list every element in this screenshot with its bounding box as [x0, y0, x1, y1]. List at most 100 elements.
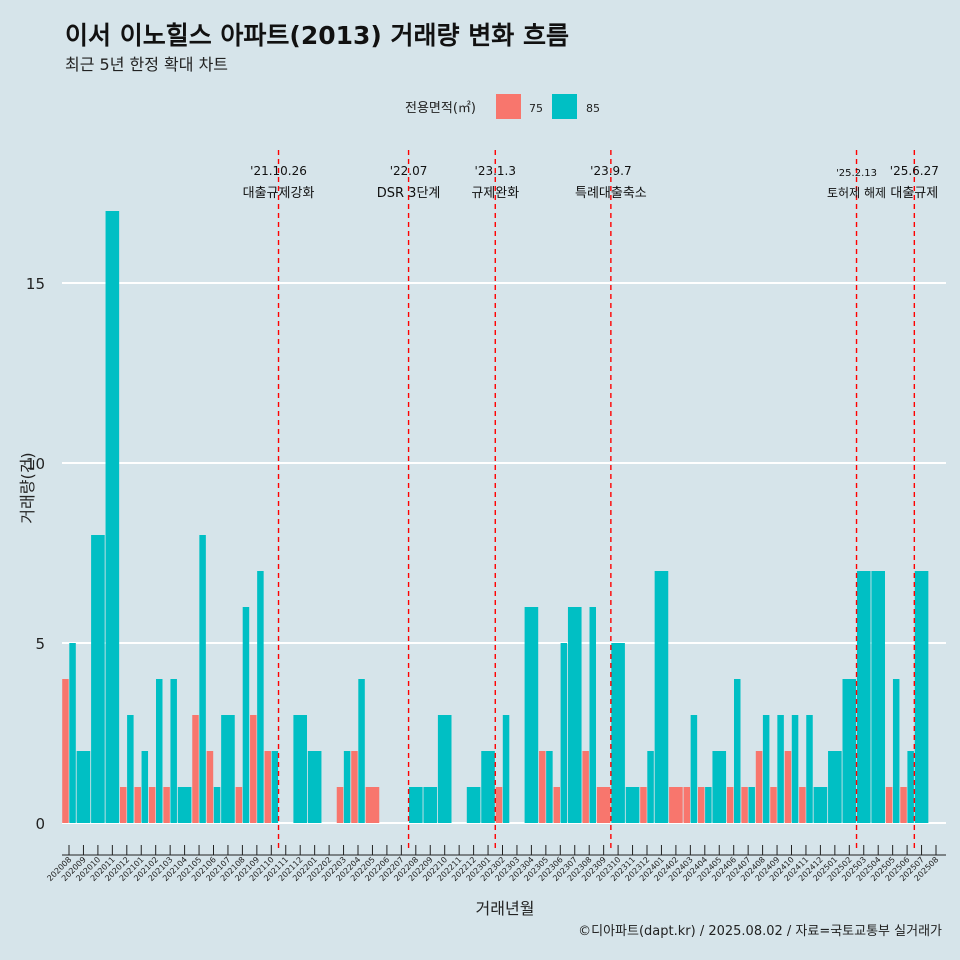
annotation-date: '21.10.26: [250, 164, 307, 178]
bar-75-202205: [365, 787, 380, 823]
bar-75-202203: [336, 787, 344, 823]
bar-75-202312: [640, 787, 647, 823]
bar-85-202203: [343, 751, 351, 823]
bar-85-202302: [502, 715, 510, 823]
bar-85-202201: [307, 751, 322, 823]
bar-85-202502: [842, 679, 857, 823]
y-tick-label: 0: [35, 815, 45, 833]
bar-85-202107: [221, 715, 235, 823]
y-axis-title: 거래량(건): [18, 452, 37, 523]
bar-85-202110: [271, 751, 279, 823]
bar-85-202505: [892, 679, 900, 823]
y-tick-label: 15: [26, 275, 45, 293]
bar-85-202212: [466, 787, 481, 823]
bar-85-202507: [914, 571, 929, 823]
bar-75-202410: [784, 751, 792, 823]
bar-75-202106: [206, 751, 214, 823]
legend-swatch-85: [552, 94, 577, 119]
legend: 전용면적(㎡) 75 85: [405, 94, 600, 119]
bar-75-202012: [120, 787, 127, 823]
bar-75-202411: [799, 787, 806, 823]
caption: ©디아파트(dapt.kr) / 2025.08.02 / 자료=국토교통부 실…: [578, 924, 942, 939]
y-tick-label: 5: [35, 635, 45, 653]
bar-85-202406: [734, 679, 741, 823]
bar-85-202012: [127, 715, 134, 823]
annotation-date: '22.07: [390, 164, 428, 178]
annotation-text: 대출규제강화: [243, 186, 315, 201]
bar-85-202103: [170, 679, 177, 823]
bar-85-202403: [690, 715, 698, 823]
bar-85-202307: [567, 607, 582, 823]
bar-85-202308: [589, 607, 596, 823]
bar-85-202306: [560, 643, 568, 823]
bar-85-202105: [199, 535, 206, 823]
y-tick-label: 10: [26, 455, 45, 473]
annotation-date: '23.1.3: [475, 164, 516, 178]
bar-75-202309: [596, 787, 611, 823]
bar-85-202304: [524, 607, 539, 823]
bar-85-202408: [762, 715, 770, 823]
bar-85-202102: [156, 679, 163, 823]
bars: [62, 211, 929, 823]
bar-75-202305: [539, 751, 546, 823]
bar-85-202506: [907, 751, 914, 823]
bar-85-202109: [257, 571, 264, 823]
annotation-text: 특례대출축소: [575, 186, 647, 201]
bar-85-202411: [806, 715, 813, 823]
bar-85-202407: [748, 787, 755, 823]
bar-75-202308: [582, 751, 589, 823]
chart-subtitle: 최근 5년 한정 확대 차트: [65, 55, 228, 74]
legend-label-75: 75: [529, 102, 543, 115]
legend-label-85: 85: [586, 102, 600, 115]
y-axis-ticks: 0 5 10 15: [26, 275, 45, 833]
bar-85-202410: [791, 715, 799, 823]
bar-75-202101: [134, 787, 141, 823]
bar-85-202405: [712, 751, 727, 823]
bar-85-202112: [293, 715, 307, 823]
bar-85-202401: [654, 571, 669, 823]
annotation-text: 규제완화: [471, 186, 519, 201]
bar-85-202009: [76, 751, 91, 823]
bar-75-202402: [669, 787, 683, 823]
annotation-labels: '21.10.26 대출규제강화 '22.07 DSR 3단계 '23.1.3 규제완화 '…: [243, 164, 939, 201]
bar-75-202204: [351, 751, 358, 823]
bar-85-202312: [647, 751, 654, 823]
x-axis: 2020082020092020102020112020122021012021…: [45, 845, 946, 883]
bar-85-202412: [813, 787, 828, 823]
bar-85-202310: [611, 643, 625, 823]
bar-85-202208: [409, 787, 423, 823]
bar-85-202108: [242, 607, 250, 823]
annotation-date: '23.9.7: [590, 164, 631, 178]
bar-75-202404: [698, 787, 705, 823]
bar-85-202311: [625, 787, 640, 823]
bar-85-202101: [141, 751, 149, 823]
bar-85-202404: [705, 787, 712, 823]
bar-75-202103: [163, 787, 170, 823]
bar-75-202408: [755, 751, 763, 823]
annotation-text: 대출규제: [890, 186, 938, 201]
bar-85-202104: [177, 787, 192, 823]
bar-75-202102: [148, 787, 156, 823]
bar-85-202504: [871, 571, 885, 823]
bar-85-202010: [91, 535, 105, 823]
bar-85-202210: [437, 715, 452, 823]
bar-75-202406: [726, 787, 734, 823]
bar-75-202409: [770, 787, 777, 823]
annotation-date: '25.6.27: [890, 164, 939, 178]
x-axis-title: 거래년월: [476, 899, 535, 918]
annotation-text: 토허제 해제: [827, 186, 886, 200]
bar-75-202105: [192, 715, 199, 823]
bar-75-202506: [900, 787, 907, 823]
bar-75-202403: [683, 787, 691, 823]
bar-85-202305: [546, 751, 553, 823]
bar-85-202008: [69, 643, 76, 823]
bar-85-202204: [358, 679, 365, 823]
bar-75-202505: [885, 787, 893, 823]
bar-85-202301: [481, 751, 495, 823]
bar-85-202501: [828, 751, 842, 823]
bar-85-202209: [423, 787, 438, 823]
bar-75-202108: [235, 787, 243, 823]
bar-85-202409: [777, 715, 784, 823]
chart-title: 이서 이노힐스 아파트(2013) 거래량 변화 흐름: [65, 21, 569, 50]
